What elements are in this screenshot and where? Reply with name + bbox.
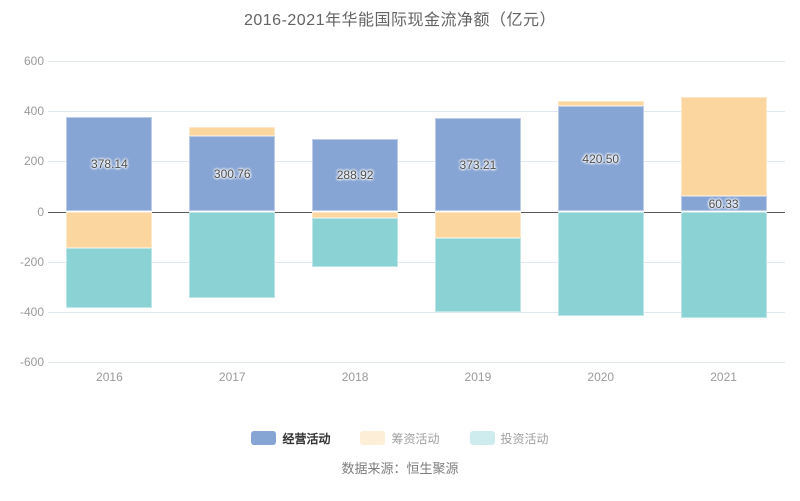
- bar-value-label: 373.21: [459, 157, 497, 172]
- y-axis-tick-label: 0: [37, 204, 44, 219]
- bar-segment-投资活动[interactable]: [680, 211, 767, 318]
- bar-segment-投资活动[interactable]: [312, 217, 399, 268]
- bar-value-label: 420.50: [582, 151, 620, 166]
- y-axis-tick-label: 200: [23, 154, 44, 169]
- bar-segment-经营活动[interactable]: [557, 106, 644, 212]
- bar-segment-经营活动[interactable]: [66, 116, 153, 212]
- bar-segment-投资活动[interactable]: [434, 238, 521, 312]
- x-axis-tick-label: 2019: [464, 370, 492, 384]
- bar-segment-投资活动[interactable]: [66, 248, 153, 309]
- bar-segment-筹资活动[interactable]: [312, 211, 399, 218]
- bar-segment-筹资活动[interactable]: [680, 96, 767, 197]
- gridline: [48, 111, 785, 113]
- plot-area: 600 400 200 0 -200 -400 -600 378.14 2016 300.76 20…: [19, 54, 785, 384]
- bar-value-label: 300.76: [213, 166, 251, 181]
- legend-item-financing[interactable]: 筹资活动: [360, 430, 440, 447]
- gridline: [48, 362, 785, 363]
- legend: 经营活动 筹资活动 投资活动: [0, 429, 800, 447]
- y-axis-tick-label: -400: [19, 304, 44, 319]
- y-axis-tick-label: 600: [23, 54, 44, 68]
- legend-label: 经营活动: [282, 431, 331, 446]
- x-axis-tick-label: 2020: [587, 370, 615, 384]
- bar-segment-筹资活动[interactable]: [66, 211, 153, 249]
- legend-label: 筹资活动: [391, 431, 440, 446]
- bar-segment-筹资活动[interactable]: [557, 101, 644, 107]
- x-axis-tick-label: 2018: [341, 370, 369, 384]
- legend-swatch-financing-icon: [360, 431, 386, 445]
- legend-swatch-investing-icon: [469, 431, 495, 445]
- x-axis-tick-label: 2016: [96, 370, 123, 384]
- bar-value-label: 378.14: [91, 157, 128, 172]
- gridline: [48, 261, 785, 263]
- x-axis-tick-label: 2021: [710, 370, 737, 384]
- legend-item-investing[interactable]: 投资活动: [469, 430, 549, 447]
- bar-segment-投资活动[interactable]: [557, 211, 644, 316]
- y-axis-tick-label: -600: [19, 355, 44, 369]
- gridline: [48, 61, 785, 62]
- chart-title: 2016-2021年华能国际现金流净额（亿元）: [243, 12, 557, 29]
- bar-segment-经营活动[interactable]: [312, 139, 399, 212]
- x-axis-tick-label: 2017: [218, 370, 246, 384]
- bar-segment-筹资活动[interactable]: [434, 211, 521, 239]
- legend-label: 投资活动: [500, 431, 549, 446]
- legend-item-operating[interactable]: 经营活动: [251, 430, 330, 447]
- zero-axis-line: [48, 211, 785, 213]
- bar-segment-投资活动[interactable]: [189, 211, 276, 299]
- y-axis-tick-label: -200: [19, 254, 44, 269]
- gridline: [48, 311, 785, 313]
- bar-value-label: 60.33: [708, 196, 739, 211]
- bar-segment-筹资活动[interactable]: [189, 127, 276, 137]
- bar-value-label: 288.92: [336, 168, 374, 183]
- bar-segment-经营活动[interactable]: [189, 136, 276, 212]
- y-axis-tick-label: 400: [23, 104, 44, 119]
- bar-segment-经营活动[interactable]: [680, 196, 767, 212]
- bar-segment-经营活动[interactable]: [434, 117, 521, 212]
- data-source-note: 数据来源：恒生聚源: [341, 461, 459, 476]
- legend-swatch-operating-icon: [251, 431, 277, 445]
- gridline: [48, 161, 785, 163]
